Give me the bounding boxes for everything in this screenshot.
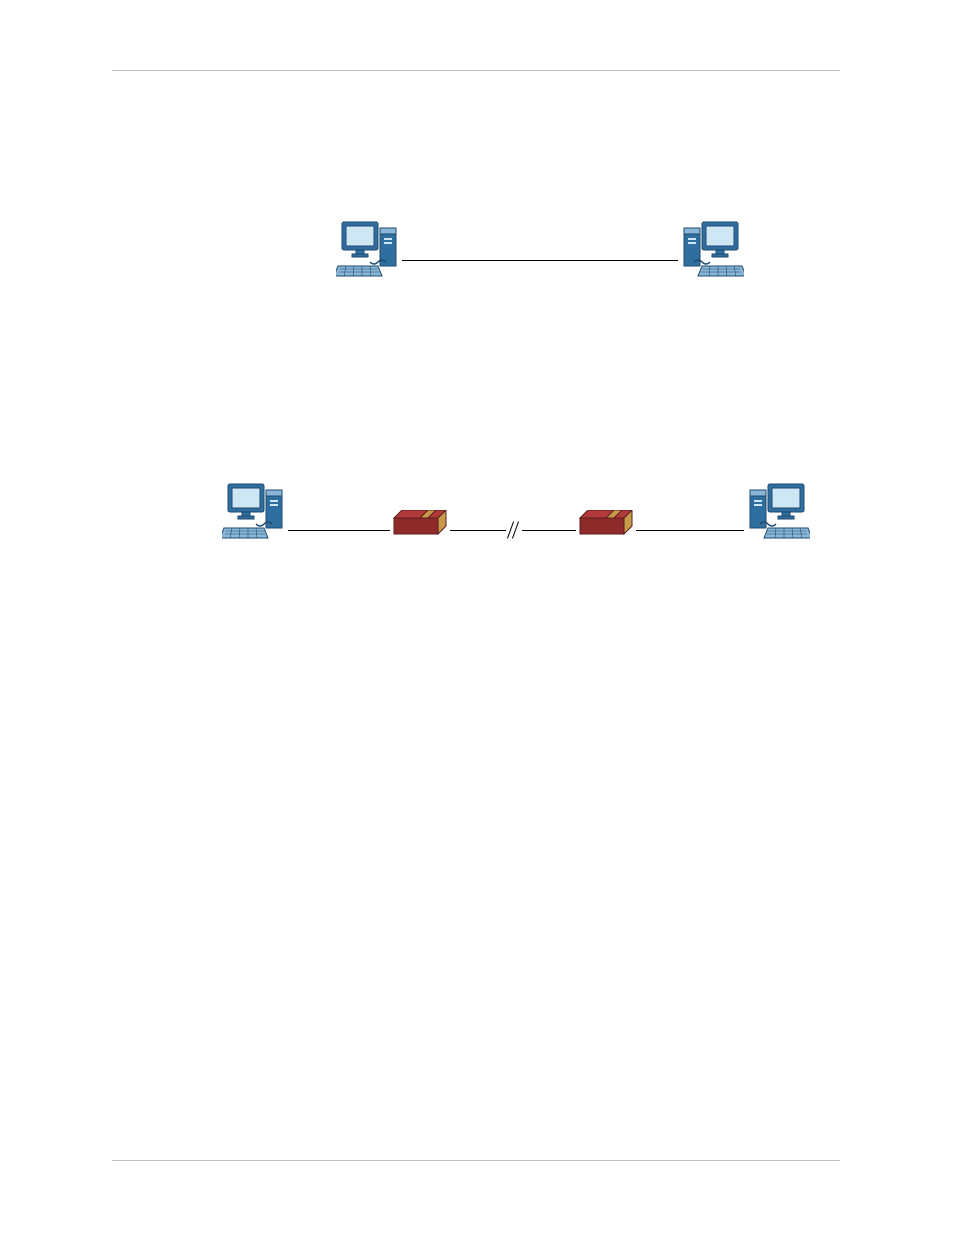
d1-computer-left: [336, 218, 402, 276]
top-rule: [112, 70, 840, 71]
d2-edge-3: [636, 530, 744, 531]
d2-computer-right: [744, 480, 810, 538]
d2-link-break-icon: [506, 530, 520, 548]
d2-computer-left: [222, 480, 288, 538]
d1-computer-right: [678, 218, 744, 276]
bottom-rule: [112, 1160, 840, 1161]
d1-edge: [402, 260, 678, 261]
d2-edge-1: [288, 530, 390, 531]
d2-router-right: [576, 510, 636, 534]
d2-router-left: [390, 510, 450, 534]
